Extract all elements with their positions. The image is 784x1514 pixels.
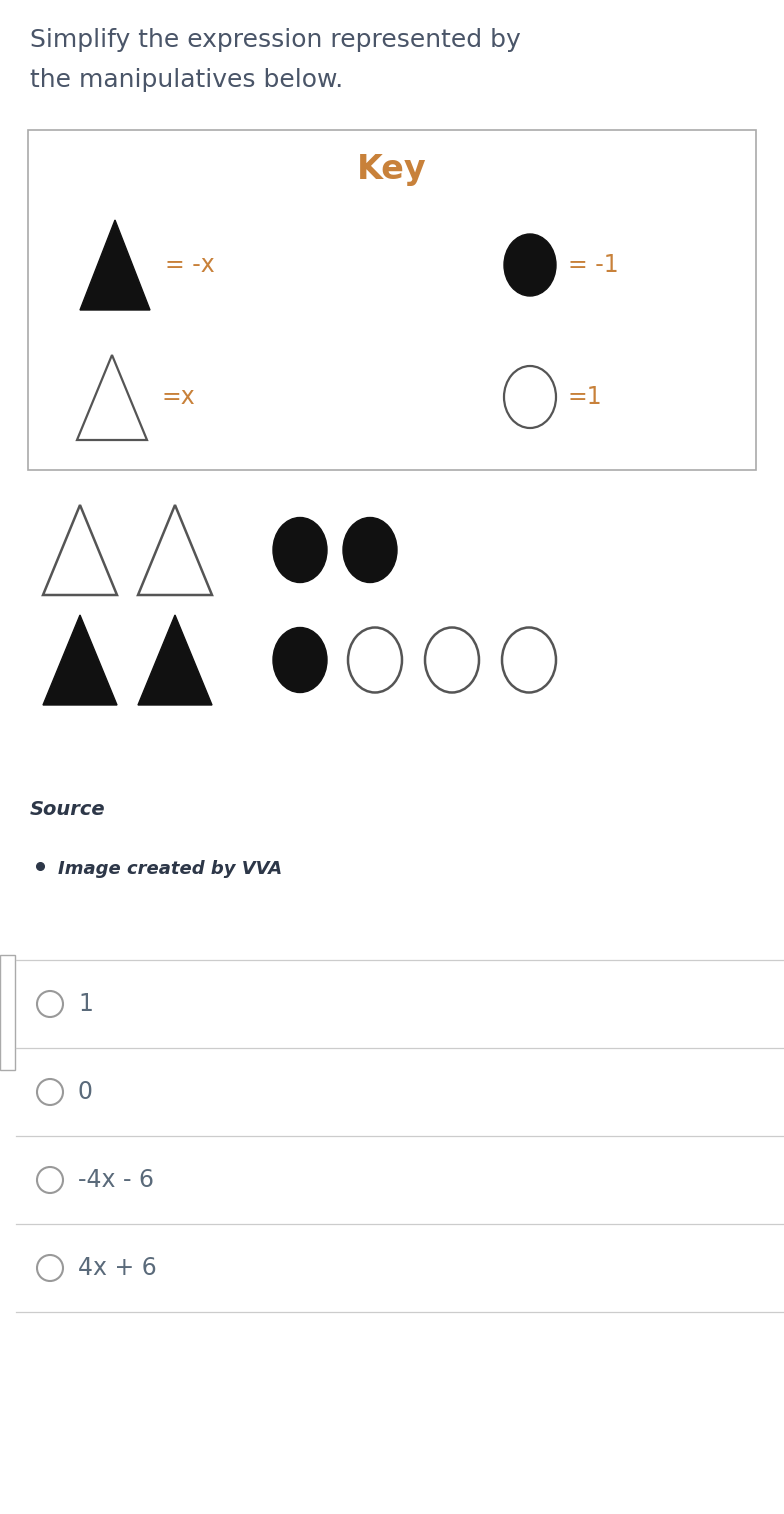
FancyBboxPatch shape	[28, 130, 756, 469]
Polygon shape	[43, 506, 117, 595]
Polygon shape	[77, 354, 147, 441]
Ellipse shape	[348, 627, 402, 692]
Text: Simplify the expression represented by: Simplify the expression represented by	[30, 27, 521, 51]
Ellipse shape	[504, 366, 556, 428]
Text: the manipulatives below.: the manipulatives below.	[30, 68, 343, 92]
Ellipse shape	[273, 627, 327, 692]
FancyBboxPatch shape	[0, 955, 15, 1070]
Polygon shape	[138, 506, 212, 595]
Text: 0: 0	[78, 1079, 93, 1104]
Text: Key: Key	[358, 153, 426, 186]
Text: = -1: = -1	[568, 253, 619, 277]
Text: Source: Source	[30, 799, 106, 819]
Ellipse shape	[425, 627, 479, 692]
Circle shape	[37, 1079, 63, 1105]
Text: 4x + 6: 4x + 6	[78, 1257, 157, 1279]
Circle shape	[37, 992, 63, 1017]
Ellipse shape	[273, 518, 327, 583]
Polygon shape	[138, 615, 212, 706]
Polygon shape	[43, 615, 117, 706]
Text: Image created by VVA: Image created by VVA	[58, 860, 282, 878]
Ellipse shape	[343, 518, 397, 583]
Ellipse shape	[504, 235, 556, 297]
Text: =x: =x	[162, 385, 196, 409]
Text: = -x: = -x	[165, 253, 215, 277]
Circle shape	[37, 1255, 63, 1281]
Text: 1: 1	[78, 992, 93, 1016]
Ellipse shape	[502, 627, 556, 692]
Circle shape	[37, 1167, 63, 1193]
Polygon shape	[80, 220, 150, 310]
Text: =1: =1	[568, 385, 603, 409]
Text: -4x - 6: -4x - 6	[78, 1167, 154, 1192]
